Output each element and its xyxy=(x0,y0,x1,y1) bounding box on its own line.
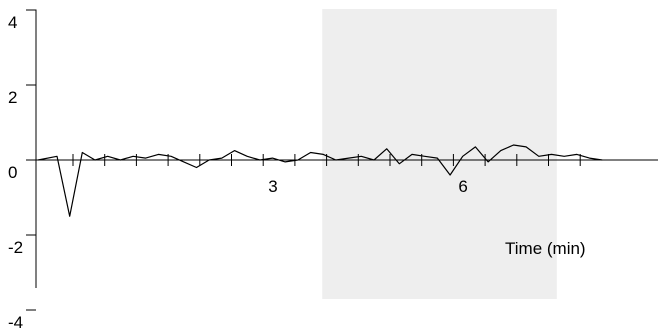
axes-layer xyxy=(26,9,658,311)
x-tick-label: 6 xyxy=(458,177,467,196)
x-tick-label: 3 xyxy=(268,177,277,196)
series-line xyxy=(37,144,603,217)
y-tick-label: 2 xyxy=(8,88,17,107)
shaded-region-layer xyxy=(322,9,557,299)
y-tick-label: -4 xyxy=(8,313,23,332)
shaded-region xyxy=(322,9,557,299)
y-tick-label: 0 xyxy=(8,163,17,182)
labels-layer: 4 2 0 -2 -4 3 6 xyxy=(8,13,468,332)
y-tick-label: 4 xyxy=(8,13,17,32)
series-layer xyxy=(37,144,603,217)
y-tick-label: -2 xyxy=(8,238,23,257)
x-axis-title: Time (min) xyxy=(505,239,586,258)
